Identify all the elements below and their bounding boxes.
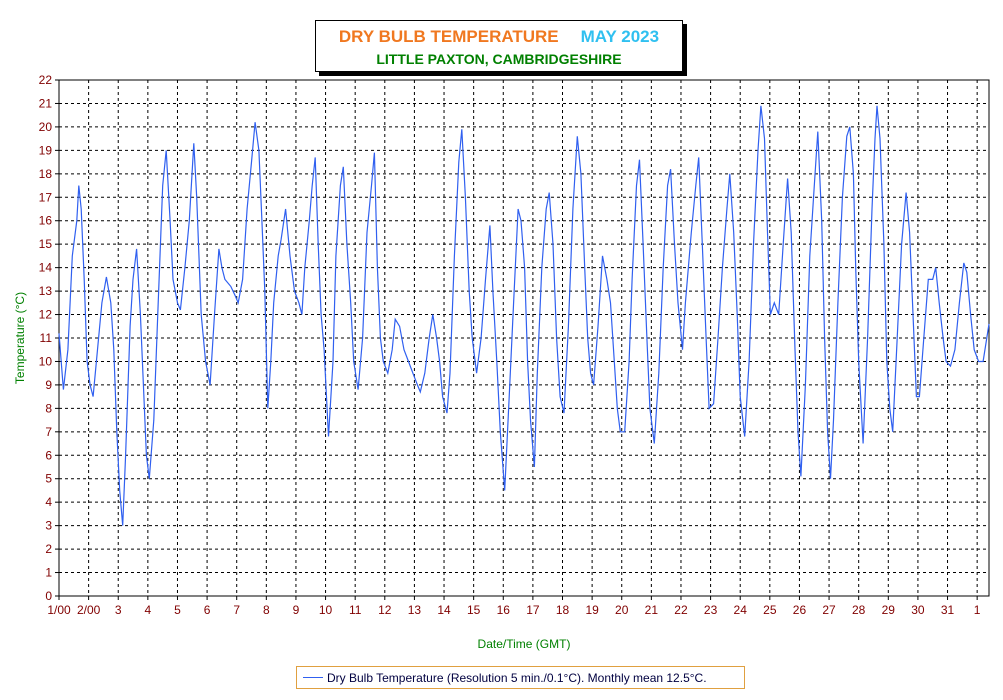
- x-tick-label: 29: [882, 603, 896, 617]
- x-tick-label: 10: [319, 603, 333, 617]
- y-tick-label: 1: [45, 566, 52, 580]
- x-axis-title: Date/Time (GMT): [478, 637, 571, 651]
- x-tick-label: 14: [437, 603, 451, 617]
- y-tick-label: 11: [40, 331, 53, 345]
- y-tick-label: 6: [45, 448, 52, 462]
- x-tick-label: 13: [408, 603, 422, 617]
- x-tick-label: 31: [941, 603, 955, 617]
- chart-title-box: DRY BULB TEMPERATURE MAY 2023 LITTLE PAXT…: [315, 20, 683, 72]
- x-tick-label: 23: [704, 603, 718, 617]
- y-tick-label: 14: [39, 261, 53, 275]
- y-tick-label: 9: [45, 378, 52, 392]
- chart-subtitle: LITTLE PAXTON, CAMBRIDGESHIRE: [376, 51, 622, 67]
- y-tick-label: 10: [39, 354, 53, 368]
- y-tick-label: 16: [39, 214, 53, 228]
- x-tick-label: 2/00: [77, 603, 101, 617]
- chart-title-line: DRY BULB TEMPERATURE MAY 2023: [316, 27, 682, 47]
- y-tick-label: 22: [39, 73, 53, 87]
- x-tick-label: 27: [822, 603, 836, 617]
- x-tick-label: 12: [378, 603, 392, 617]
- x-tick-label: 26: [793, 603, 807, 617]
- x-tick-label: 28: [852, 603, 866, 617]
- x-tick-label: 9: [293, 603, 300, 617]
- y-tick-label: 18: [39, 167, 53, 181]
- x-tick-label: 8: [263, 603, 270, 617]
- x-tick-label: 5: [174, 603, 181, 617]
- chart-title: DRY BULB TEMPERATURE: [338, 27, 559, 46]
- y-tick-label: 2: [45, 542, 52, 556]
- y-tick-label: 0: [45, 589, 52, 603]
- chart-title-month: MAY 2023: [580, 27, 660, 46]
- x-tick-label: 20: [615, 603, 629, 617]
- x-tick-label: 6: [204, 603, 211, 617]
- y-axis-title: Temperature (°C): [13, 292, 27, 384]
- x-tick-label: 22: [674, 603, 688, 617]
- y-tick-label: 12: [39, 308, 53, 322]
- x-tick-label: 15: [467, 603, 481, 617]
- x-tick-label: 3: [115, 603, 122, 617]
- y-tick-label: 8: [45, 401, 52, 415]
- legend-entry: Dry Bulb Temperature (Resolution 5 min./…: [327, 671, 707, 685]
- x-tick-label: 16: [497, 603, 511, 617]
- x-tick-label: 25: [763, 603, 777, 617]
- x-tick-label: 4: [145, 603, 152, 617]
- y-tick-label: 7: [45, 425, 52, 439]
- series-line-dry-bulb: [58, 105, 990, 526]
- legend: Dry Bulb Temperature (Resolution 5 min./…: [296, 666, 745, 689]
- y-tick-label: 3: [45, 519, 52, 533]
- x-tick-label: 17: [526, 603, 540, 617]
- x-tick-label: 1: [974, 603, 981, 617]
- x-tick-label: 7: [233, 603, 240, 617]
- y-tick-label: 17: [39, 190, 53, 204]
- y-tick-label: 21: [39, 96, 53, 110]
- grid-lines: [59, 80, 989, 596]
- x-tick-label: 11: [349, 603, 362, 617]
- y-tick-label: 5: [45, 472, 52, 486]
- x-tick-label: 1/00: [47, 603, 71, 617]
- y-tick-label: 13: [39, 284, 53, 298]
- x-tick-label: 30: [911, 603, 925, 617]
- x-axis-ticks: 1/00 2/00 3 4 5 6 7 8 9 10 11 12 13 14 15 16 17 18 19 20 21 2…: [47, 596, 981, 617]
- legend-line-swatch: [303, 677, 323, 678]
- x-tick-label: 19: [585, 603, 599, 617]
- y-tick-label: 4: [45, 495, 52, 509]
- y-tick-label: 19: [39, 143, 53, 157]
- x-tick-label: 18: [556, 603, 570, 617]
- x-tick-label: 21: [645, 603, 659, 617]
- y-tick-label: 15: [39, 237, 53, 251]
- x-tick-label: 24: [734, 603, 748, 617]
- y-tick-label: 20: [39, 120, 53, 134]
